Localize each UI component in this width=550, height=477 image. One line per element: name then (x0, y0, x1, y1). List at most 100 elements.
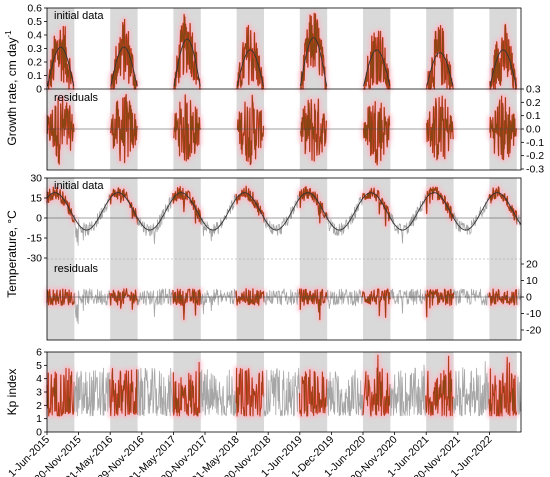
growth-initial-y-tick-label: 0 (36, 84, 42, 96)
growth-residual-y-tick-label: -0.2 (526, 150, 544, 162)
temperature-residual-season-6 (235, 288, 265, 306)
temperature-residual-offseason-3 (137, 288, 174, 318)
temperature-right-ticks: -20 -10 0 10 20 (521, 259, 541, 337)
kp-offseason-11 (389, 364, 427, 417)
kp-offseason-15 (516, 376, 522, 415)
kp-season-2 (109, 368, 138, 417)
kp-y-tick-label: 2 (36, 400, 42, 412)
growth-initial-y-tick-label: 0.3 (27, 43, 42, 55)
temperature-initial-season-10 (362, 187, 391, 227)
temperature-initial-label: initial data (54, 180, 104, 192)
temperature-residual-offseason-11 (390, 288, 427, 314)
temperature-season-bands (47, 178, 517, 340)
kp-season-8 (299, 369, 328, 417)
growth-right-ticks: -0.3 -0.2-0.10.0 0.10.20.3 (521, 84, 544, 176)
temperature-initial-y-tick-label: 15 (30, 193, 42, 205)
temperature-initial-season-14 (488, 186, 518, 225)
growth-fit-2015 (47, 46, 75, 87)
growth-fit-2016 (110, 46, 138, 87)
kp-left-ticks: 0 123 456 (36, 347, 47, 439)
kp-offseason-13 (452, 361, 490, 417)
growth-fit-2020 (363, 49, 391, 87)
growth-fit-2021 (426, 52, 454, 87)
temperature-residual-season-14 (488, 288, 518, 306)
temperature-ylabel: Temperature, °C (5, 210, 19, 298)
growth-residual-y-tick-label: -0.1 (526, 137, 544, 149)
growth-panel: 00.10.20.30.40.50.6 -0.3-0.2-0.10.00.10.… (4, 3, 544, 176)
kp-offseason-7 (263, 367, 300, 417)
growth-fit-2018 (236, 49, 264, 87)
growth-residual-label: residuals (54, 92, 99, 104)
temperature-initial-season-0 (46, 186, 75, 223)
temperature-initial-offseason-5 (200, 193, 237, 242)
temperature-residual-season-4 (172, 288, 202, 321)
growth-initial-y-tick-label: 0.1 (27, 70, 42, 82)
growth-initial-y-tick-label: 0.2 (27, 57, 42, 69)
temperature-residual-y-tick-label: 0 (526, 292, 532, 304)
kp-panel: 0 123 456 Kp index (5, 347, 522, 439)
growth-left-ticks: 0 0.10.2 0.30.4 0.50.6 (27, 3, 47, 96)
temperature-panel: -30 -15 0 15 30 -20 -10 0 10 20 initial data res… (5, 173, 541, 341)
growth-series (46, 12, 517, 166)
temperature-residual-label: residuals (54, 263, 99, 275)
growth-initial-measured-2021 (426, 25, 454, 90)
temperature-residual-offseason-13 (453, 288, 490, 306)
temperature-initial-season-4 (172, 186, 202, 225)
growth-initial-measured-2022 (489, 24, 517, 90)
temperature-initial-offseason-1 (74, 193, 111, 246)
temperature-residual-y-tick-label: -10 (526, 308, 541, 320)
temperature-residual-offseason-9 (326, 288, 363, 310)
kp-offseason-3 (137, 367, 174, 417)
temperature-residual-season-10 (362, 288, 391, 318)
temperature-initial-y-tick-label: 30 (30, 173, 42, 185)
growth-fit-2019 (299, 37, 328, 87)
kp-season-0 (46, 367, 75, 417)
temperature-residual-season-0 (46, 288, 75, 306)
temperature-initial-offseason-11 (390, 194, 427, 244)
temperature-initial-offseason-7 (263, 194, 300, 236)
growth-initial-y-tick-label: 0.5 (27, 16, 42, 28)
growth-residual-2021 (426, 95, 454, 161)
temperature-initial-y-tick-label: -30 (27, 253, 42, 265)
kp-season-6 (235, 367, 264, 417)
temperature-residual-offseason-1 (74, 288, 111, 325)
temperature-initial-y-tick-label: 0 (36, 213, 42, 225)
growth-residual-y-tick-label: 0.2 (526, 97, 541, 109)
temperature-residual-y-tick-label: 20 (526, 259, 538, 271)
temperature-residual-offseason-7 (263, 288, 300, 306)
temperature-initial-season-8 (298, 186, 328, 224)
temperature-residual-season-8 (298, 288, 328, 321)
growth-initial-measured-2018 (236, 25, 264, 90)
kp-y-tick-label: 3 (36, 387, 42, 399)
kp-offseason-5 (200, 369, 237, 417)
temperature-residual-season-12 (425, 288, 454, 318)
kp-season-4 (173, 362, 201, 417)
kp-offseason-9 (326, 369, 364, 417)
temperature-series (46, 185, 522, 325)
kp-series (46, 354, 522, 417)
growth-residual-y-tick-label: 0.0 (526, 124, 541, 136)
temperature-residual-season-2 (109, 288, 138, 310)
kp-y-tick-label: 1 (36, 413, 42, 425)
kp-season-10 (362, 354, 391, 417)
temperature-fit (46, 192, 522, 231)
growth-initial-y-tick-label: 0.4 (27, 30, 42, 42)
growth-residual-2019 (300, 98, 328, 162)
temperature-initial-y-tick-label: -15 (27, 233, 42, 245)
x-axis: 1-Jun-201530-Nov-201531-May-201629-Nov-2… (6, 432, 495, 477)
kp-offseason-1 (73, 367, 111, 417)
temperature-initial-offseason-13 (453, 197, 490, 235)
growth-residual-2022 (489, 95, 517, 161)
growth-residual-2020 (363, 101, 390, 166)
growth-residual-2015 (47, 96, 75, 165)
kp-season-12 (425, 355, 454, 417)
kp-y-tick-label: 6 (36, 347, 42, 359)
temperature-residual-offseason-15 (516, 288, 522, 306)
growth-fit-2017 (173, 38, 201, 87)
temperature-frame (46, 177, 522, 341)
growth-residual-y-tick-label: 0.3 (526, 84, 541, 96)
temperature-initial-season-12 (425, 186, 454, 221)
temperature-initial-offseason-9 (326, 196, 363, 237)
growth-initial-measured-2019 (299, 12, 327, 90)
